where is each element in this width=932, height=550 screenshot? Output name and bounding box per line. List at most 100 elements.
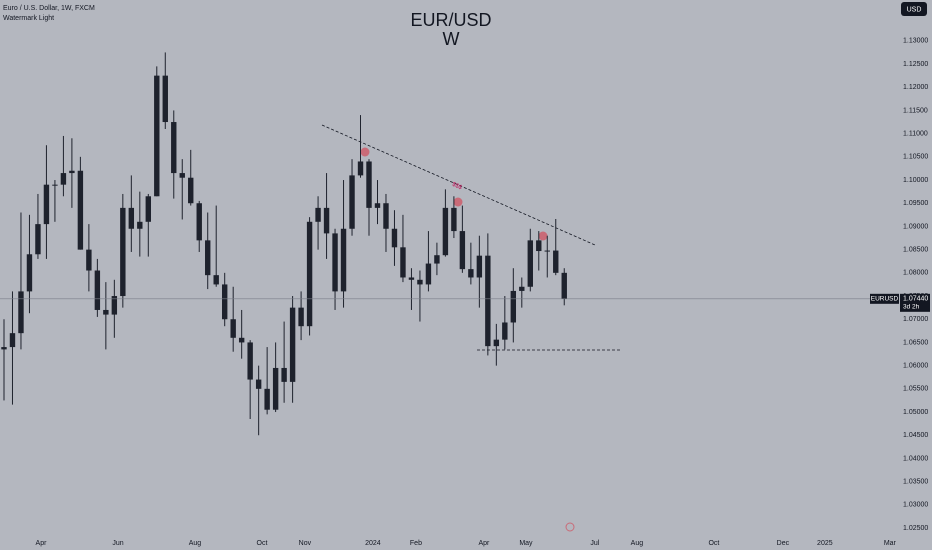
candle-body [306, 221, 313, 327]
candle-body [425, 263, 432, 285]
candle-body [94, 270, 101, 310]
y-tick-label: 1.05500 [903, 386, 928, 393]
watermark-note: Watermark Light [3, 15, 54, 22]
marker [538, 231, 548, 241]
candle-body [196, 203, 202, 241]
candle-body [417, 279, 423, 285]
candle-body [18, 291, 24, 334]
y-tick-label: 1.05000 [903, 409, 928, 416]
candle-body [221, 284, 228, 320]
candle-body [188, 177, 194, 204]
x-tick-label: Aug [631, 540, 644, 547]
candle-body [434, 255, 440, 264]
y-tick-label: 1.04000 [903, 455, 928, 462]
candle-body [357, 161, 364, 176]
candle-body [86, 249, 92, 271]
x-tick-label: Nov [299, 540, 312, 547]
last-price-label: 1.07440 [903, 296, 928, 303]
candle-body [69, 170, 75, 174]
marker [360, 147, 370, 157]
plot: 1.02500 1.03000 1.03500 1.04000 1.04500 1.050… [0, 38, 930, 547]
candle-body [476, 255, 483, 278]
candle-body [238, 337, 245, 343]
candle-body [247, 342, 253, 380]
x-tick-label: 2025 [817, 540, 833, 547]
candle-body [289, 307, 296, 382]
candle-body [35, 224, 41, 255]
candle-body [442, 207, 449, 256]
symbol-tag [870, 293, 899, 304]
candle-body [408, 277, 415, 280]
annotation: $$$ [451, 182, 463, 192]
candle-body [162, 75, 168, 123]
currency-button[interactable] [901, 2, 927, 16]
candle-body [459, 231, 466, 270]
x-tick-label: 2024 [365, 540, 381, 547]
y-tick-label: 1.09500 [903, 200, 928, 207]
y-tick-label: 1.02500 [903, 525, 928, 532]
candle-body [179, 173, 185, 178]
y-tick-label: 1.09000 [903, 223, 928, 230]
y-tick-label: 1.07000 [903, 316, 928, 323]
candle-body [230, 319, 236, 338]
candle-body [103, 309, 109, 315]
event-icon[interactable] [565, 522, 575, 532]
symbol-label: EURUSD [871, 296, 899, 303]
candle-body [400, 247, 406, 278]
candle-body [43, 184, 50, 225]
candle-body [340, 228, 347, 292]
candle-body [493, 339, 500, 347]
candle-body [366, 161, 372, 208]
x-tick-label: Jul [590, 540, 599, 547]
y-tick-label: 1.13000 [903, 38, 928, 45]
candle-body [349, 175, 355, 229]
chart-title: EUR/USD [410, 10, 491, 30]
candle-body [451, 207, 457, 232]
interval: W [443, 29, 460, 49]
candle-body [145, 196, 151, 222]
candle-body [510, 290, 517, 323]
y-tick-label: 1.10500 [903, 154, 928, 161]
candle-body [315, 207, 321, 222]
candle-body [111, 296, 118, 315]
candle-body [52, 184, 58, 186]
x-tick-label: Dec [777, 540, 790, 547]
candle-body [60, 173, 67, 185]
candle-body [527, 240, 533, 287]
candle-body [171, 122, 177, 174]
symbol-description: Euro / U.S. Dollar, 1W, FXCM [3, 5, 95, 12]
candle-body [468, 269, 474, 278]
x-tick-label: Aug [189, 540, 202, 547]
candle-body [255, 379, 262, 389]
x-tick-label: Apr [36, 540, 48, 547]
candle-body [383, 203, 389, 229]
y-tick-label: 1.12000 [903, 84, 928, 91]
candle-body [536, 240, 542, 252]
candle-body [485, 255, 491, 347]
price-tag [900, 293, 930, 312]
y-tick-label: 1.11500 [903, 107, 928, 114]
x-tick-label: Jun [112, 540, 123, 547]
y-tick-label: 1.10000 [903, 177, 928, 184]
x-tick-label: Oct [257, 540, 268, 547]
y-tick-label: 1.11000 [903, 130, 928, 137]
y-tick-label: 1.12500 [903, 61, 928, 68]
y-tick-label: 1.03000 [903, 502, 928, 509]
candle-body [502, 322, 508, 340]
currency-label[interactable]: USD [907, 6, 922, 13]
x-tick-label: Feb [410, 540, 422, 547]
candle-body [323, 207, 330, 234]
marker [453, 197, 463, 207]
candle-body [391, 228, 398, 248]
candle-body [561, 272, 567, 299]
candle-body [128, 207, 135, 229]
candle-body [281, 367, 287, 382]
y-tick-label: 1.08500 [903, 246, 928, 253]
candle-body [77, 170, 84, 250]
x-tick-label: May [519, 540, 533, 547]
x-tick-label: Mar [884, 540, 897, 547]
candle-body [213, 275, 219, 285]
